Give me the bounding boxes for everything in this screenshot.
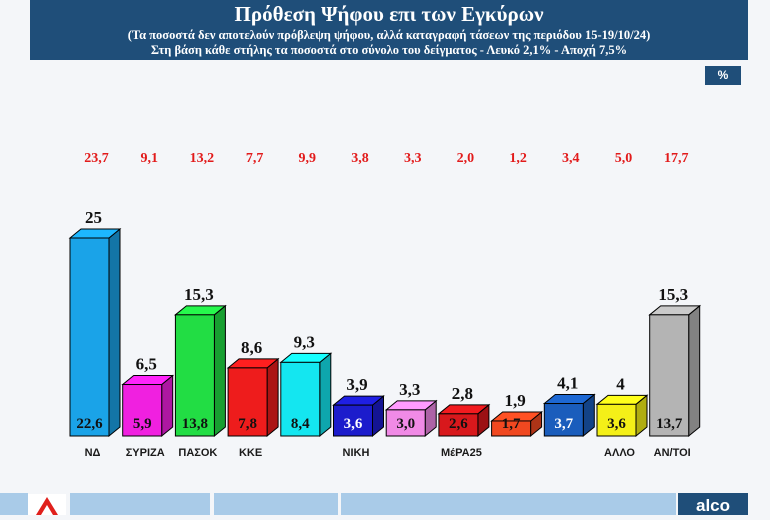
chart-subtitle-base: Στη βάση κάθε στήλης τα ποσοστά στο σύνο… [150,43,628,57]
previous-value-label: 7,7 [246,151,264,166]
bar-chart: 25 22,6 23,7 ΝΔ 6,5 5,9 9,1 ΣΥΡΙΖΑ 15,3 13,8 13,2 Π… [68,151,702,459]
bar-value-label: 25 [85,208,102,227]
bar-value-label: 15,3 [184,285,214,304]
previous-value-label: 1,2 [509,151,527,166]
bar [122,384,163,437]
bar [596,403,637,437]
category-label: ΑΛΛΟ [604,447,635,459]
bar-base-label: 2,6 [449,416,468,432]
previous-value-label: 13,2 [190,151,215,166]
category-label: ΜέΡΑ25 [441,447,482,459]
footer-block-3 [214,493,338,515]
chart-title: Πρόθεση Ψήφου επι των Εγκύρων [234,2,544,26]
bar [227,367,268,437]
bar [280,361,321,437]
bar-base-label: 5,9 [133,416,152,432]
previous-value-label: 3,8 [351,151,369,166]
bar-value-label: 2,8 [452,384,473,403]
previous-value-label: 2,0 [457,151,475,166]
bar-side [213,304,226,438]
bar-value-label: 3,9 [346,375,367,394]
chart-header: Πρόθεση Ψήφου επι των Εγκύρων (Τα ποσοστ… [30,0,748,60]
category-label: ΣΥΡΙΖΑ [126,447,165,459]
footer-bar [0,493,770,515]
bar-value-label: 1,9 [504,391,525,410]
previous-value-label: 5,0 [615,151,633,166]
bar-side [688,304,701,438]
bar [543,403,584,437]
bar-value-label: 15,3 [658,285,688,304]
bar-value-label: 4,1 [557,374,578,393]
bar [438,413,479,437]
footer-block-4 [341,493,676,515]
previous-value-label: 9,9 [299,151,317,166]
bar-side [161,374,174,438]
category-label: ΑΝ/ΤΟΙ [654,447,691,459]
alpha-logo-icon [36,497,58,515]
bar-value-label: 3,3 [399,380,420,399]
previous-value-label: 3,3 [404,151,422,166]
chart-subtitle-period: (Τα ποσοστά δεν αποτελούν πρόβλεψη ψήφου… [127,28,651,42]
bar-base-label: 13,7 [656,416,683,432]
bar-side [108,227,121,438]
bar [649,314,690,437]
unit-badge: % [705,66,741,85]
bar-value-label: 8,6 [241,338,262,357]
bar [333,404,373,437]
channel-logo [28,494,66,515]
bar-base-label: 3,0 [396,416,415,432]
footer-block-2 [70,493,210,515]
bar-base-label: 22,6 [76,416,103,432]
previous-value-label: 23,7 [84,151,109,166]
bar-value-label: 4 [616,374,625,393]
bar [174,314,215,437]
alco-logo: alco [678,493,748,515]
footer-block-1 [0,493,28,515]
bar-value-label: 6,5 [136,355,157,374]
bar-base-label: 7,8 [238,416,257,432]
bar-base-label: 3,6 [607,416,626,432]
previous-value-label: 17,7 [664,151,689,166]
bar-base-label: 3,6 [344,416,363,432]
previous-value-label: 9,1 [140,151,158,166]
bar [385,409,426,437]
bar-value-label: 9,3 [294,332,315,351]
bar-side [266,357,279,438]
category-label: ΚΚΕ [239,447,262,459]
previous-value-label: 3,4 [562,151,580,166]
bar-side [319,352,332,438]
category-label: ΝΔ [85,447,101,459]
category-label: ΝΙΚΗ [343,447,370,459]
category-label: ΠΑΣΟΚ [178,447,217,459]
bar [69,237,110,437]
bar-base-label: 1,7 [502,416,521,432]
bar-base-label: 13,8 [182,416,208,432]
bar-base-label: 8,4 [291,416,310,432]
bar-base-label: 3,7 [554,416,573,432]
bar [491,420,532,437]
